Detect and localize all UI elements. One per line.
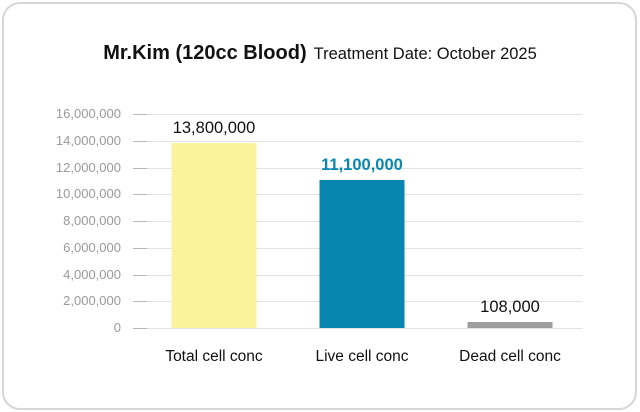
- y-tick-label: 4,000,000: [63, 267, 121, 282]
- gridline: [133, 328, 583, 329]
- gridline: [133, 141, 583, 142]
- bar-live-cell-conc: [319, 179, 405, 328]
- x-axis-label-total-cell-conc: Total cell conc: [165, 348, 263, 365]
- y-axis-tick: [133, 141, 147, 142]
- y-tick-label: 6,000,000: [63, 240, 121, 255]
- gridline: [133, 114, 583, 115]
- bar-value-label: 11,100,000: [321, 155, 403, 174]
- bar-value-label: 108,000: [480, 298, 540, 316]
- y-axis-tick: [133, 168, 147, 169]
- y-axis: 16,000,000 14,000,000 12,000,000 10,000,000…: [1, 106, 121, 335]
- y-axis-tick: [133, 221, 147, 222]
- y-tick-label: 12,000,000: [55, 160, 121, 175]
- bar-group-dead-cell-conc: 108,000 Dead cell conc: [437, 114, 583, 365]
- chart-title-row: Mr.Kim (120cc Blood) Treatment Date: Oct…: [0, 42, 640, 65]
- bar-total-cell-conc: [171, 143, 257, 328]
- bar-value-label: 13,800,000: [172, 119, 256, 138]
- bar-group-live-cell-conc: 11,100,000 Live cell conc: [289, 114, 435, 365]
- y-axis-tick: [133, 114, 147, 115]
- x-axis-label-dead-cell-conc: Dead cell conc: [459, 348, 561, 365]
- chart-title: Mr.Kim (120cc Blood): [103, 42, 307, 64]
- y-axis-tick: [133, 328, 147, 329]
- x-axis-label-live-cell-conc: Live cell conc: [315, 348, 409, 365]
- chart-subtitle: Treatment Date: October 2025: [313, 45, 537, 63]
- y-tick-label: 14,000,000: [55, 133, 121, 148]
- bar-dead-cell-conc: [467, 322, 553, 328]
- y-axis-tick: [133, 275, 147, 276]
- plot-area: 13,800,000 Total cell conc 11,100,000 Li…: [133, 114, 583, 365]
- y-tick-label: 16,000,000: [55, 106, 121, 121]
- y-tick-label: 10,000,000: [55, 186, 121, 201]
- y-axis-tick: [133, 301, 147, 302]
- y-axis-tick: [133, 248, 147, 249]
- y-axis-tick: [133, 194, 147, 195]
- y-tick-label: 2,000,000: [63, 293, 121, 308]
- gridline: [133, 168, 583, 169]
- y-tick-label: 0: [113, 320, 121, 335]
- y-tick-label: 8,000,000: [63, 213, 121, 228]
- bar-group-total-cell-conc: 13,800,000 Total cell conc: [141, 114, 287, 365]
